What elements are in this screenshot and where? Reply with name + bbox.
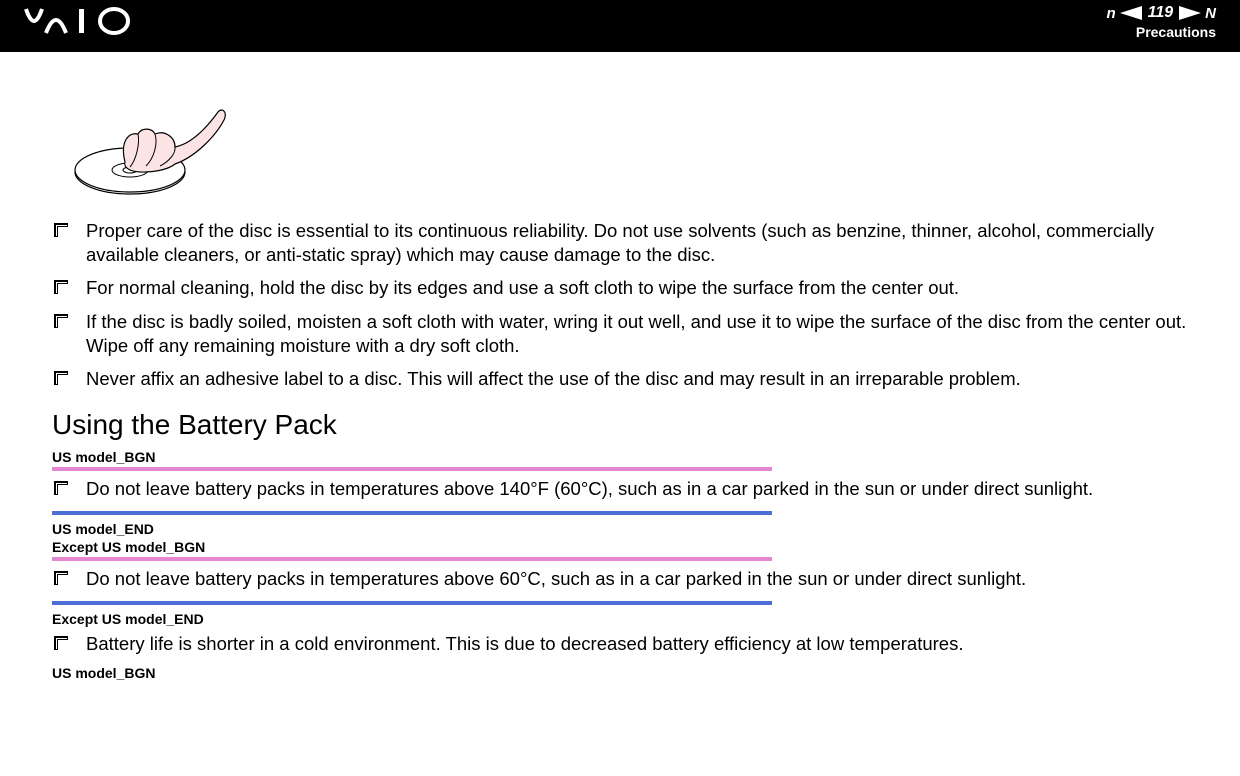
list-item: Do not leave battery packs in temperatur…	[50, 477, 1190, 501]
disc-hand-illustration	[70, 82, 1190, 207]
list-item: Do not leave battery packs in temperatur…	[50, 567, 1190, 591]
bullet-text: Do not leave battery packs in temperatur…	[86, 567, 1190, 591]
section-label: Precautions	[1106, 24, 1216, 40]
list-item: Never affix an adhesive label to a disc.…	[50, 367, 1190, 391]
list-item: Proper care of the disc is essential to …	[50, 219, 1190, 266]
bullet-text: Proper care of the disc is essential to …	[86, 219, 1190, 266]
list-item: For normal cleaning, hold the disc by it…	[50, 276, 1190, 300]
nav-letter-left: n	[1106, 5, 1115, 22]
separator-pink	[52, 557, 772, 561]
bullet-icon	[54, 314, 68, 328]
model-label-us-end: US model_END	[52, 521, 1190, 538]
bullet-icon	[54, 223, 68, 237]
bullet-icon	[54, 571, 68, 585]
page-nav: n 119 N Precautions	[1106, 0, 1216, 40]
bullet-text: Never affix an adhesive label to a disc.…	[86, 367, 1190, 391]
model-label-us-bgn: US model_BGN	[52, 449, 1190, 466]
page-content: Proper care of the disc is essential to …	[0, 52, 1240, 682]
separator-pink	[52, 467, 772, 471]
battery-heading: Using the Battery Pack	[52, 409, 1190, 441]
disc-care-list: Proper care of the disc is essential to …	[50, 219, 1190, 391]
bullet-text: For normal cleaning, hold the disc by it…	[86, 276, 1190, 300]
bullet-icon	[54, 280, 68, 294]
page-number: 119	[1146, 4, 1176, 22]
model-label-except-us-end: Except US model_END	[52, 611, 1190, 628]
bullet-text: If the disc is badly soiled, moisten a s…	[86, 310, 1190, 357]
battery-except-us-list: Do not leave battery packs in temperatur…	[50, 567, 1190, 591]
bullet-text: Do not leave battery packs in temperatur…	[86, 477, 1190, 501]
bullet-icon	[54, 636, 68, 650]
prev-page-arrow-icon[interactable]	[1120, 6, 1142, 20]
nav-arrows: n 119 N	[1106, 2, 1216, 24]
bullet-icon	[54, 481, 68, 495]
vaio-logo	[24, 7, 154, 45]
bullet-icon	[54, 371, 68, 385]
nav-letter-right: N	[1205, 5, 1216, 22]
header-bar: n 119 N Precautions	[0, 0, 1240, 52]
next-page-arrow-icon[interactable]	[1179, 6, 1201, 20]
separator-blue	[52, 511, 772, 515]
list-item: If the disc is badly soiled, moisten a s…	[50, 310, 1190, 357]
bullet-text: Battery life is shorter in a cold enviro…	[86, 632, 1190, 656]
battery-us-list: Do not leave battery packs in temperatur…	[50, 477, 1190, 501]
model-label-except-us-bgn: Except US model_BGN	[52, 539, 1190, 556]
list-item: Battery life is shorter in a cold enviro…	[50, 632, 1190, 656]
separator-blue	[52, 601, 772, 605]
battery-cold-list: Battery life is shorter in a cold enviro…	[50, 632, 1190, 656]
model-label-us-bgn-2: US model_BGN	[52, 665, 1190, 682]
